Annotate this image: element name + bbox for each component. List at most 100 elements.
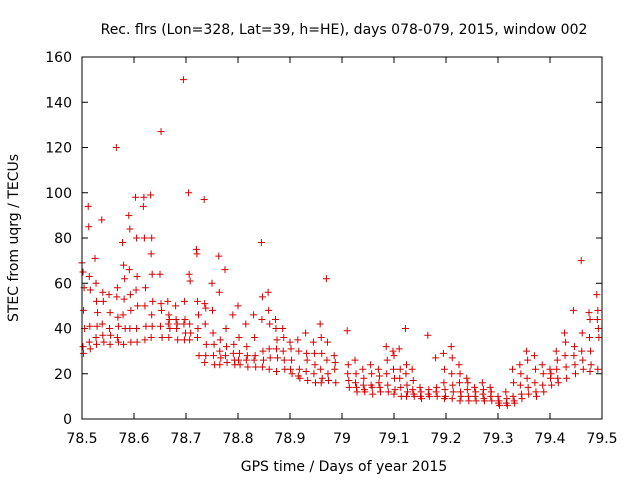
y-tick-label: 100 bbox=[45, 186, 72, 202]
data-point bbox=[384, 381, 392, 389]
y-tick-label: 60 bbox=[54, 276, 72, 292]
data-point bbox=[93, 322, 101, 330]
data-point bbox=[440, 395, 448, 403]
data-point bbox=[594, 325, 602, 332]
data-point bbox=[417, 388, 425, 396]
data-point bbox=[331, 365, 339, 373]
data-point bbox=[463, 374, 471, 382]
data-point bbox=[376, 383, 384, 391]
data-point bbox=[571, 370, 579, 378]
data-point bbox=[80, 349, 88, 357]
data-point bbox=[287, 365, 295, 373]
data-point bbox=[310, 370, 318, 378]
data-point bbox=[193, 334, 201, 342]
data-point bbox=[457, 388, 465, 396]
x-tick-label: 79.1 bbox=[378, 431, 409, 447]
data-point bbox=[390, 390, 398, 398]
data-point bbox=[397, 383, 405, 391]
data-point bbox=[173, 325, 181, 332]
data-point bbox=[561, 352, 569, 360]
data-point bbox=[561, 329, 569, 337]
data-point bbox=[147, 191, 155, 199]
data-point bbox=[455, 361, 463, 369]
data-point bbox=[93, 297, 101, 305]
data-point bbox=[375, 372, 383, 380]
data-point bbox=[594, 365, 602, 373]
data-point bbox=[456, 379, 464, 387]
data-point bbox=[126, 325, 134, 332]
data-point bbox=[480, 397, 488, 405]
data-point bbox=[148, 270, 156, 278]
y-tick-label: 160 bbox=[45, 50, 72, 66]
data-point bbox=[317, 379, 325, 387]
data-point bbox=[531, 365, 539, 373]
data-point bbox=[236, 361, 244, 369]
data-point bbox=[587, 347, 595, 355]
data-point bbox=[360, 374, 368, 382]
data-point bbox=[433, 383, 441, 391]
data-point bbox=[390, 352, 398, 360]
data-point bbox=[456, 397, 464, 405]
data-point bbox=[113, 284, 121, 292]
data-point bbox=[119, 311, 127, 319]
data-point bbox=[156, 270, 164, 278]
data-point bbox=[332, 379, 340, 387]
data-point bbox=[140, 234, 148, 242]
data-point bbox=[585, 309, 593, 317]
data-point bbox=[173, 320, 181, 328]
data-point bbox=[148, 311, 156, 319]
data-point bbox=[243, 343, 251, 351]
data-point bbox=[409, 377, 417, 385]
data-point bbox=[369, 390, 377, 398]
y-tick-label: 20 bbox=[54, 367, 72, 383]
x-tick-label: 79.2 bbox=[430, 431, 461, 447]
data-point bbox=[396, 365, 404, 373]
data-point bbox=[361, 388, 369, 396]
y-tick-label: 0 bbox=[63, 412, 72, 428]
data-point bbox=[185, 270, 193, 278]
data-point bbox=[509, 392, 517, 400]
data-point bbox=[553, 356, 561, 364]
data-point bbox=[192, 245, 200, 253]
data-point bbox=[539, 381, 547, 389]
data-point bbox=[98, 216, 106, 224]
data-point bbox=[216, 336, 224, 344]
data-point bbox=[200, 196, 208, 204]
data-point bbox=[202, 304, 210, 312]
data-point bbox=[258, 315, 266, 323]
x-tick-label: 78.5 bbox=[66, 431, 97, 447]
data-point bbox=[158, 306, 166, 314]
data-point bbox=[441, 386, 449, 394]
data-point bbox=[286, 338, 294, 346]
data-point bbox=[472, 388, 480, 396]
data-point bbox=[85, 338, 93, 346]
data-point bbox=[352, 379, 360, 387]
data-point bbox=[303, 356, 311, 364]
data-point bbox=[99, 288, 107, 296]
data-point bbox=[264, 288, 272, 296]
data-point bbox=[223, 358, 231, 366]
data-point bbox=[99, 331, 107, 339]
data-point bbox=[185, 189, 193, 197]
data-point bbox=[294, 336, 302, 344]
data-point bbox=[323, 338, 331, 346]
data-point bbox=[251, 352, 259, 360]
data-point bbox=[404, 388, 412, 396]
data-point bbox=[252, 363, 260, 371]
data-point bbox=[134, 302, 142, 310]
data-point bbox=[344, 361, 352, 369]
data-point bbox=[120, 295, 128, 303]
data-point bbox=[432, 388, 440, 396]
y-tick-label: 120 bbox=[45, 141, 72, 157]
data-point bbox=[166, 325, 174, 332]
data-point bbox=[516, 381, 524, 389]
data-point bbox=[165, 334, 173, 342]
data-point bbox=[235, 334, 243, 342]
data-point bbox=[141, 302, 149, 310]
data-point bbox=[517, 390, 525, 398]
data-point bbox=[105, 291, 113, 299]
data-point bbox=[229, 311, 237, 319]
data-point bbox=[85, 272, 93, 280]
data-point bbox=[472, 397, 480, 405]
data-point bbox=[195, 352, 203, 360]
